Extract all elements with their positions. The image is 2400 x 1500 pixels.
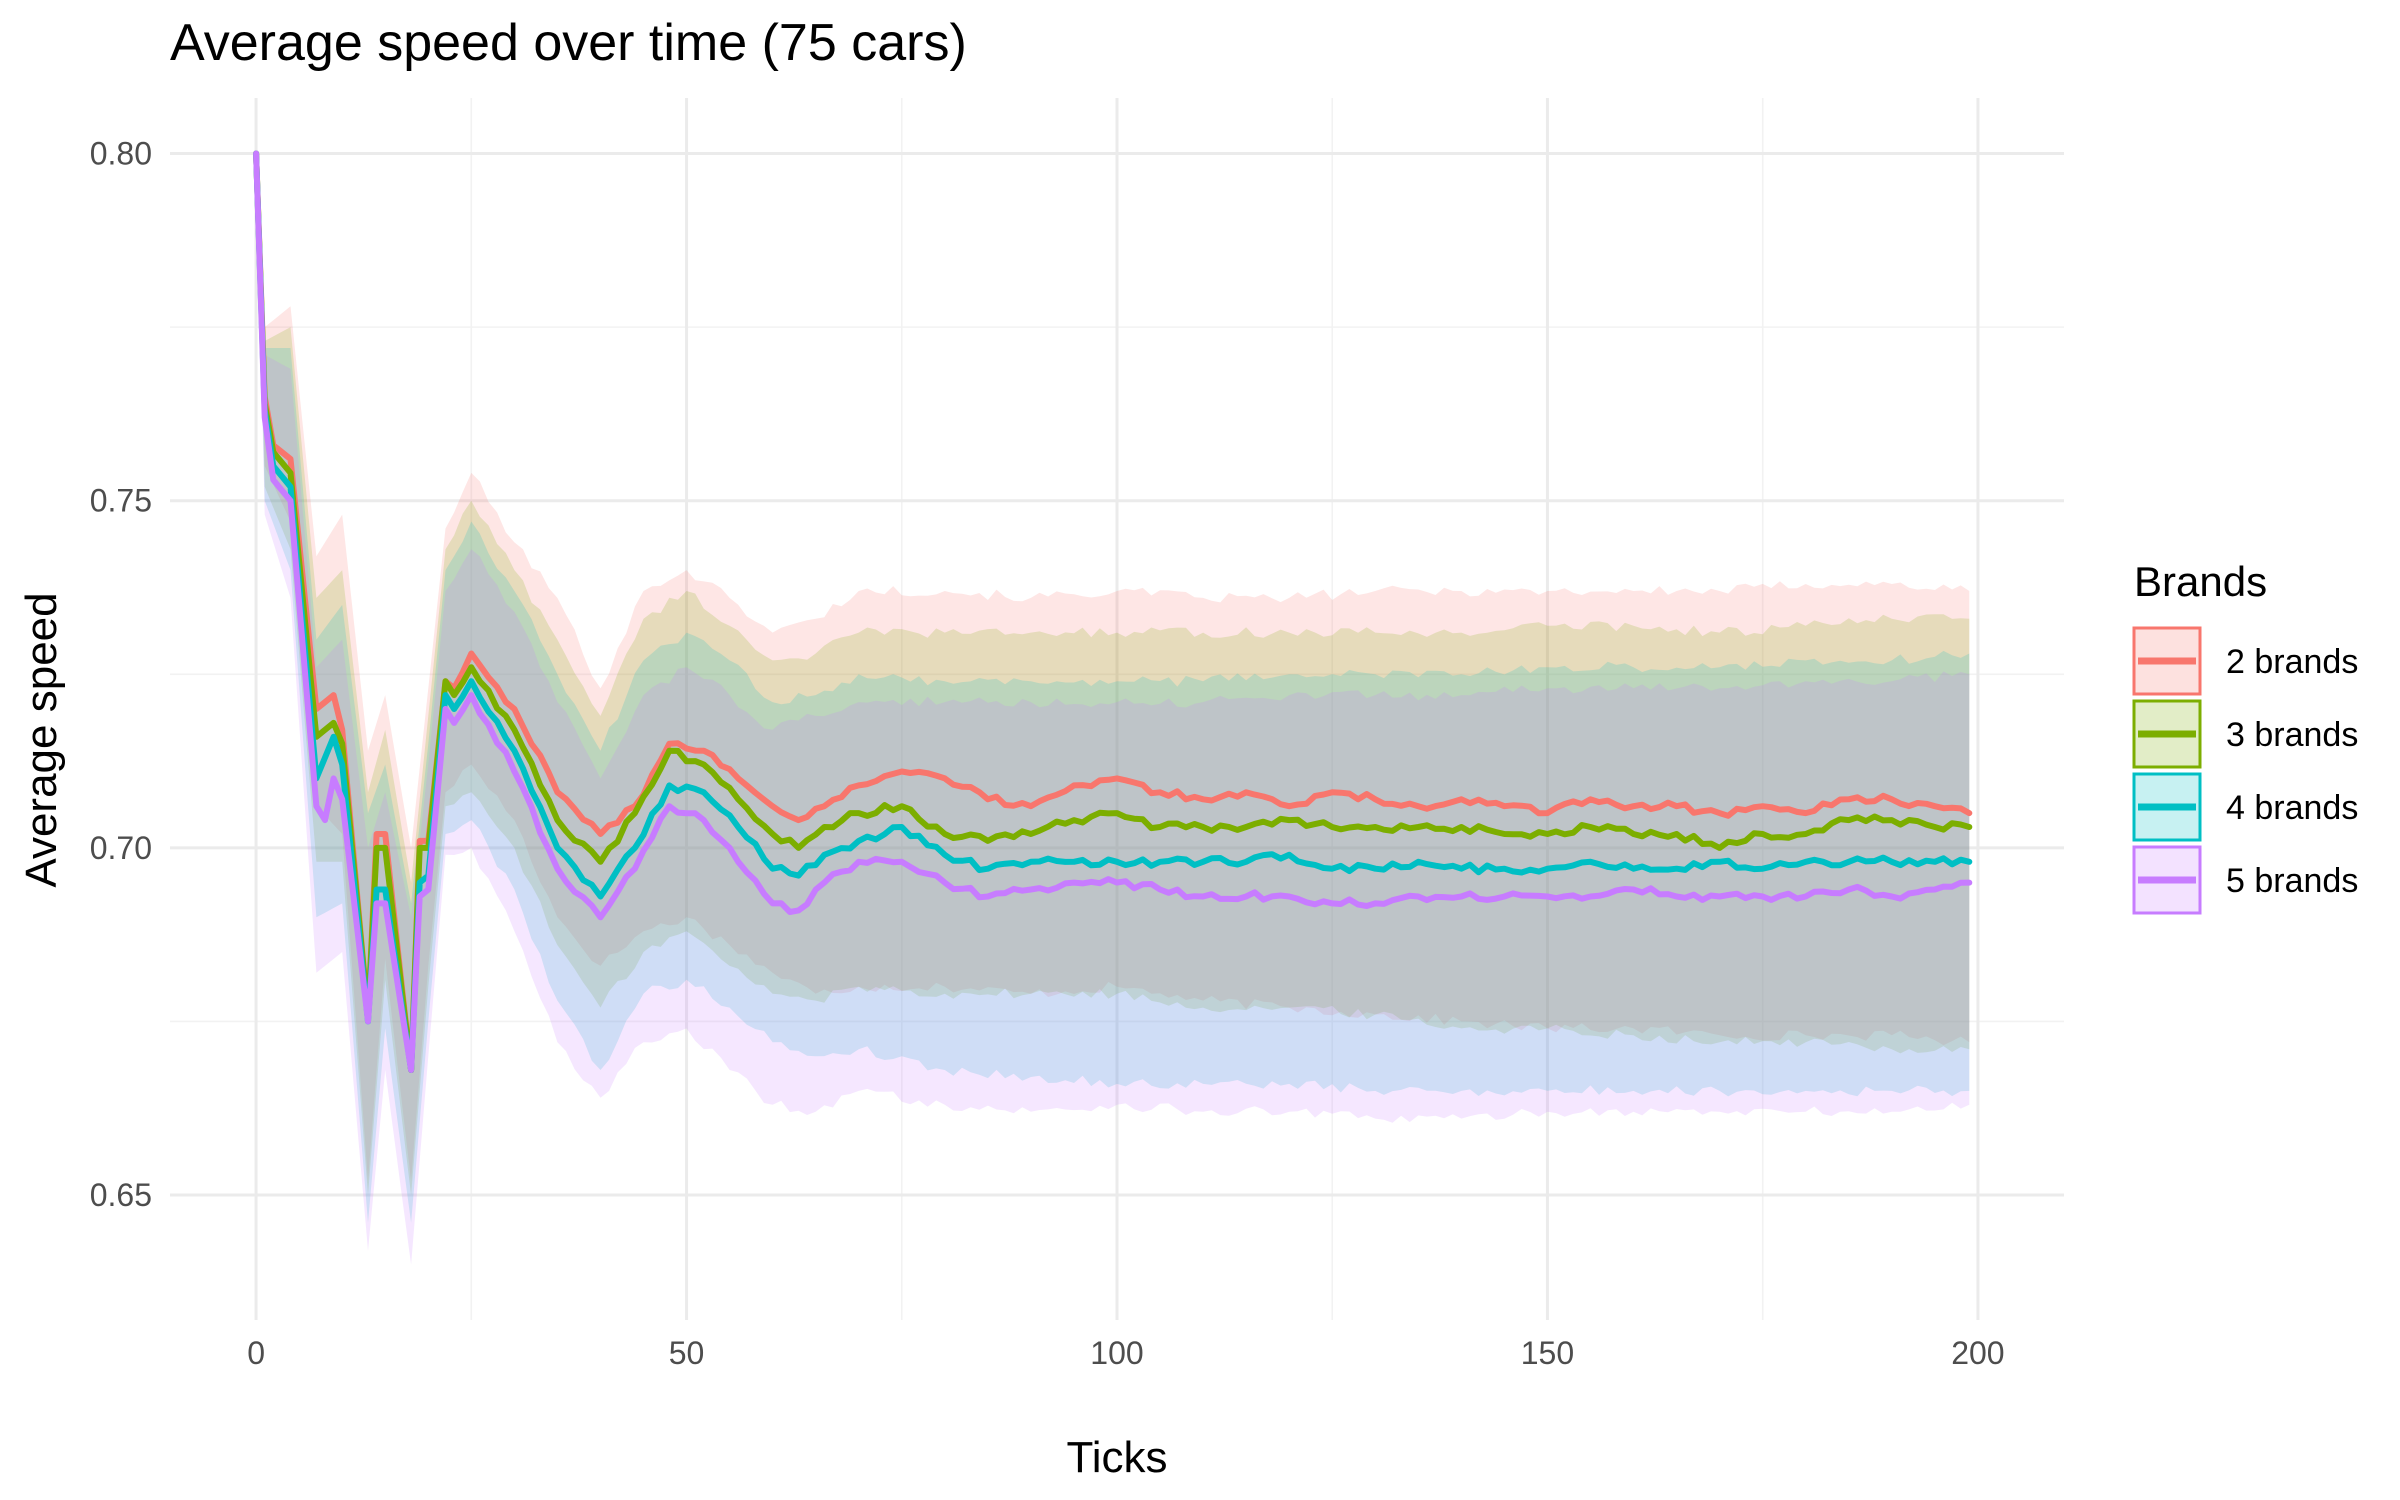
- x-tick-label: 50: [669, 1335, 705, 1371]
- y-tick-label: 0.80: [90, 136, 152, 172]
- confidence-band-3-brands: [256, 153, 1970, 1195]
- confidence-bands: [256, 153, 1970, 1265]
- y-axis-title: Average speed: [17, 592, 66, 887]
- legend-label: 3 brands: [2226, 716, 2358, 754]
- tick-labels: 0 50 100 150 200 0.65 0.70 0.75 0.80: [90, 136, 2005, 1371]
- series-lines: [253, 150, 1973, 1073]
- y-tick-label: 0.75: [90, 483, 152, 519]
- legend-label: 2 brands: [2226, 643, 2358, 681]
- legend-item: 4 brands: [2132, 772, 2358, 842]
- grid-layer: [170, 98, 2064, 1320]
- legend-label: 5 brands: [2226, 862, 2358, 900]
- series-line-5-brands: [253, 150, 1973, 1073]
- x-tick-label: 100: [1090, 1335, 1143, 1371]
- series-line-3-brands: [253, 150, 1973, 1073]
- chart-title: Average speed over time (75 cars): [170, 14, 967, 72]
- x-tick-label: 200: [1951, 1335, 2004, 1371]
- series-line-2-brands: [253, 150, 1973, 1073]
- x-tick-label: 0: [247, 1335, 265, 1371]
- legend-item: 2 brands: [2132, 626, 2358, 696]
- legend-title: Brands: [2134, 558, 2267, 605]
- legend-item: 3 brands: [2132, 699, 2358, 769]
- x-axis-title: Ticks: [1066, 1433, 1167, 1482]
- x-tick-label: 150: [1521, 1335, 1574, 1371]
- y-tick-label: 0.70: [90, 830, 152, 866]
- legend-items: 2 brands 3 brands 4 brands 5 brands: [2132, 626, 2358, 915]
- legend: Brands 2 brands 3 brands 4 brands 5 brands: [2132, 558, 2358, 915]
- y-tick-label: 0.65: [90, 1177, 152, 1213]
- legend-label: 4 brands: [2226, 789, 2358, 827]
- confidence-band-4-brands: [256, 153, 1970, 1223]
- confidence-band-5-brands: [256, 153, 1970, 1265]
- series-line-4-brands: [253, 150, 1973, 1073]
- confidence-band-2-brands: [256, 153, 1970, 1182]
- legend-item: 5 brands: [2132, 845, 2358, 915]
